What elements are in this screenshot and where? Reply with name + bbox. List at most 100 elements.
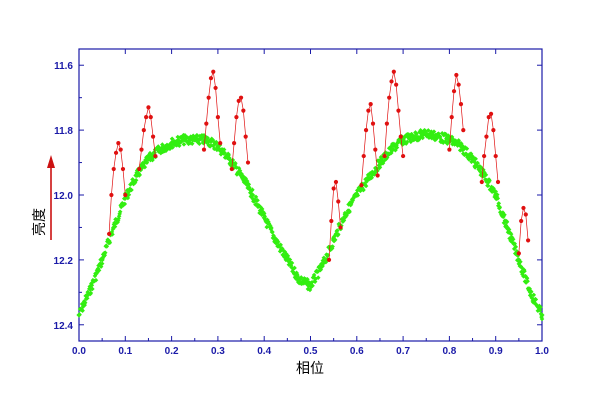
quiescent-point	[431, 133, 436, 139]
flare-point	[139, 147, 144, 152]
quiescent-point	[436, 131, 441, 136]
flare-point	[111, 166, 116, 172]
flare-point	[218, 140, 223, 146]
quiescent-point	[393, 147, 398, 153]
x-tick-label: 0.7	[396, 346, 410, 357]
quiescent-point	[243, 176, 248, 181]
quiescent-point	[109, 229, 115, 235]
quiescent-point	[439, 130, 445, 136]
y-tick-label: 11.8	[54, 126, 73, 137]
flare-point	[329, 218, 334, 224]
flare-point	[479, 179, 484, 185]
quiescent-point	[284, 251, 289, 257]
quiescent-data-point	[423, 130, 429, 136]
flare-point	[521, 205, 526, 211]
quiescent-point	[422, 129, 428, 134]
quiescent-point	[531, 292, 537, 298]
quiescent-point	[346, 202, 351, 207]
flare-point	[458, 102, 464, 107]
quiescent-point	[409, 132, 415, 137]
quiescent-point	[379, 155, 385, 161]
flare-line	[231, 96, 249, 170]
quiescent-point	[498, 210, 504, 216]
quiescent-point	[493, 189, 498, 194]
quiescent-point	[189, 141, 195, 146]
quiescent-point	[394, 145, 400, 150]
quiescent-point	[136, 171, 141, 176]
flare-line	[328, 181, 341, 260]
quiescent-data-point	[99, 257, 105, 263]
flare-point	[382, 153, 387, 159]
flare-line	[361, 104, 378, 186]
quiescent-point	[93, 277, 99, 283]
quiescent-data-point	[354, 192, 360, 198]
axis-ticks	[78, 49, 543, 341]
quiescent-point	[102, 250, 108, 256]
quiescent-point	[443, 131, 449, 137]
quiescent-point	[440, 140, 446, 146]
quiescent-point	[382, 157, 387, 163]
quiescent-point	[417, 135, 423, 140]
quiescent-point	[469, 159, 474, 165]
quiescent-point	[315, 275, 321, 281]
quiescent-point	[84, 295, 90, 301]
quiescent-point	[455, 143, 460, 148]
quiescent-point	[89, 283, 95, 288]
quiescent-point	[133, 177, 139, 183]
quiescent-point	[511, 246, 517, 252]
flare-point	[336, 199, 341, 204]
quiescent-point	[80, 308, 85, 313]
quiescent-point	[419, 130, 425, 136]
quiescent-point	[373, 169, 379, 175]
flare-point	[243, 134, 248, 139]
quiescent-point	[485, 183, 491, 189]
flare-point	[106, 231, 112, 237]
quiescent-data-point	[400, 137, 406, 143]
quiescent-point	[486, 179, 491, 185]
quiescent-point	[482, 170, 487, 175]
quiescent-point	[177, 143, 182, 148]
quiescent-point	[211, 142, 217, 148]
quiescent-point	[186, 138, 192, 144]
flare-point	[484, 134, 489, 139]
quiescent-point	[287, 257, 293, 262]
quiescent-point	[444, 134, 450, 140]
quiescent-point	[201, 132, 207, 138]
flare-point	[391, 69, 396, 74]
flare-point	[523, 212, 528, 217]
quiescent-point	[437, 134, 443, 140]
quiescent-data-point	[516, 257, 522, 263]
quiescent-point	[278, 242, 283, 248]
quiescent-point	[185, 139, 190, 145]
quiescent-point	[473, 156, 478, 162]
x-tick-label: 0.3	[211, 346, 225, 357]
x-tick-label: 1.0	[535, 346, 549, 357]
y-tick-label: 12.2	[54, 256, 74, 267]
flare-point	[234, 115, 239, 120]
quiescent-point	[246, 185, 252, 190]
quiescent-point	[305, 276, 310, 282]
quiescent-data-point	[284, 257, 290, 263]
quiescent-point	[464, 146, 470, 151]
quiescent-point	[428, 133, 434, 138]
quiescent-point	[416, 137, 422, 142]
flare-point	[373, 147, 378, 152]
quiescent-point	[129, 187, 134, 193]
flare-point	[201, 147, 207, 152]
quiescent-point	[363, 183, 369, 189]
quiescent-point	[289, 264, 294, 270]
flare-point	[331, 186, 336, 191]
quiescent-data-point	[539, 312, 545, 318]
quiescent-point	[116, 213, 122, 219]
quiescent-point	[221, 147, 227, 152]
quiescent-point	[504, 219, 510, 225]
flare-point	[454, 72, 459, 78]
flare-point	[486, 115, 491, 120]
quiescent-data-point	[493, 192, 499, 198]
quiescent-point	[388, 144, 394, 150]
flare-point	[488, 111, 494, 116]
quiescent-point	[290, 266, 296, 272]
quiescent-point	[427, 134, 433, 140]
quiescent-point	[311, 272, 317, 278]
quiescent-point	[144, 160, 150, 165]
